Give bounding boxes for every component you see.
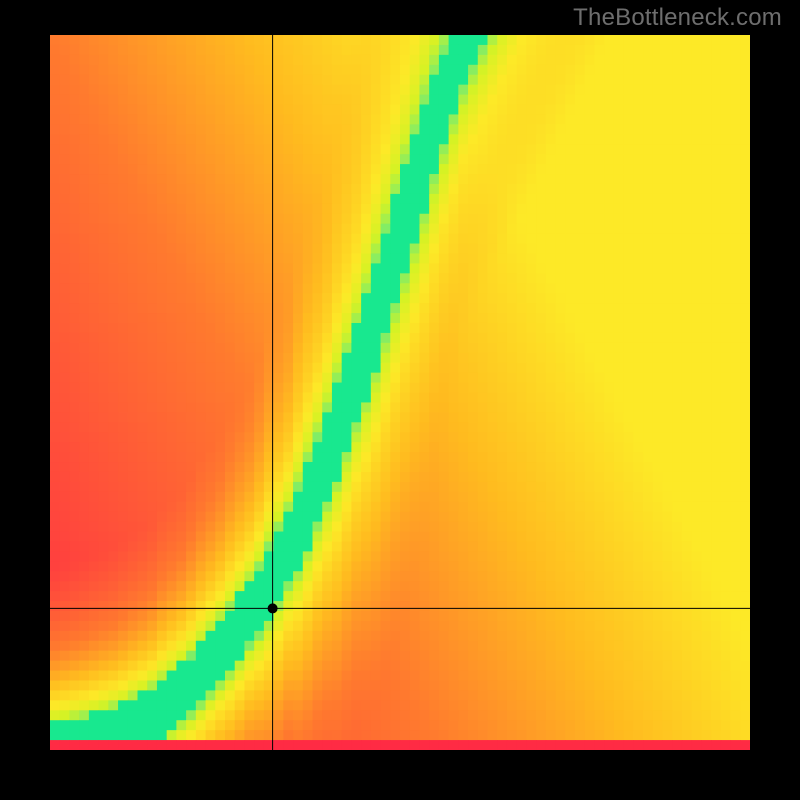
- heatmap-cells: [50, 35, 750, 750]
- watermark-text: TheBottleneck.com: [573, 4, 782, 32]
- heatmap-svg: [50, 35, 750, 750]
- heatmap-plot: [50, 35, 750, 750]
